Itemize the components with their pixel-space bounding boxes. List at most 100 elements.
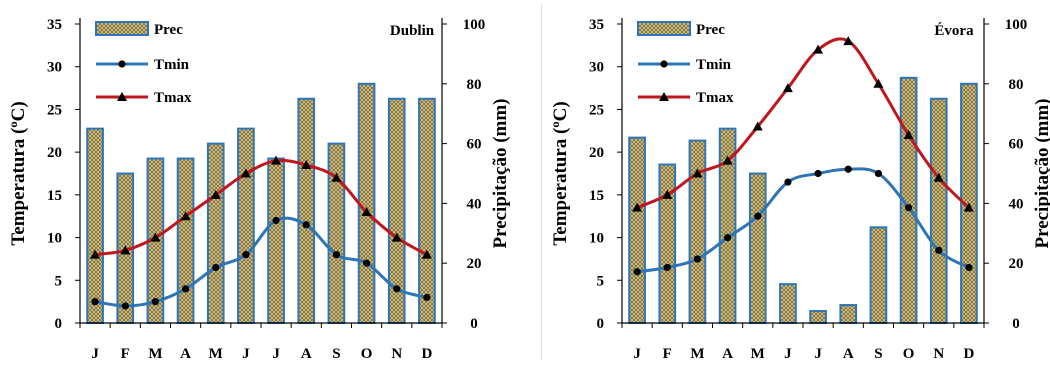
legend-prec-swatch (95, 21, 149, 36)
prec-bar (327, 142, 346, 324)
tmin-point (393, 285, 401, 293)
y-tick-label: 30 (47, 60, 62, 76)
tmin-point (904, 204, 913, 212)
station-title: Dublin (390, 23, 435, 39)
month-label: M (209, 346, 223, 362)
tmax-point (632, 202, 643, 212)
tmin-point (272, 216, 280, 225)
tmin-point (423, 293, 431, 301)
y2-tick-label: 0 (1012, 316, 1020, 332)
y-tick-label: 5 (597, 273, 605, 289)
prec-bar (839, 304, 858, 324)
legend-tmin-label: Tmin (154, 57, 190, 73)
legend-tmax-marker (117, 92, 127, 101)
y2-tick-label: 60 (467, 137, 482, 153)
month-label: F (663, 346, 672, 362)
legend-prec-swatch (637, 21, 691, 36)
month-label: S (874, 346, 882, 362)
month-label: F (121, 346, 130, 362)
y-tick-label: 15 (47, 188, 62, 204)
tmax-point (421, 249, 432, 259)
prec-bar (418, 97, 436, 324)
tmin-point (784, 178, 792, 186)
y2-tick-label: 20 (1009, 256, 1024, 272)
month-label: M (148, 346, 162, 362)
legend-tmin-marker (118, 60, 126, 68)
tmin-point (332, 251, 341, 259)
y-tick-label: 20 (47, 145, 62, 161)
tmin-point (693, 255, 702, 263)
tmax-point (120, 245, 131, 255)
tmax-point (210, 189, 221, 199)
tmax-point (722, 155, 733, 165)
month-label: J (784, 346, 792, 362)
tmin-point (633, 268, 641, 276)
y-tick-label: 25 (47, 102, 62, 118)
tmax-point (843, 36, 854, 46)
y2-tick-label: 0 (470, 316, 478, 332)
month-label: N (933, 346, 944, 362)
month-label: J (272, 346, 280, 362)
tmin-point (302, 221, 310, 229)
prec-bar (297, 97, 316, 324)
prec-bar (206, 142, 225, 324)
tmin-point (663, 263, 671, 272)
legend-tmax-label: Tmax (154, 90, 192, 106)
month-label: A (301, 346, 312, 362)
y-tick-label: 20 (589, 145, 604, 161)
legend-tmin-label: Tmin (696, 57, 732, 73)
month-label: D (421, 346, 432, 362)
prec-bar (86, 127, 104, 324)
tmax-point (903, 130, 914, 140)
y2-tick-label: 80 (1009, 77, 1024, 93)
tmax-line (94, 158, 428, 257)
tmin-point (754, 212, 762, 220)
legend-tmin-marker (660, 60, 668, 68)
month-label: D (963, 346, 974, 362)
month-label: O (361, 346, 373, 362)
chart-evora: 0 5 10 15 20 25 30 35 0 20 40 60 80 100 J F M A M J J A S O N D Te… (550, 17, 1050, 362)
tmax-point (752, 121, 763, 131)
panel-divider (541, 4, 542, 360)
y-tick-label: 0 (597, 316, 605, 332)
legend-tmax-label: Tmax (696, 90, 734, 106)
tmax-point (873, 78, 884, 88)
y-tick-label: 0 (55, 316, 63, 332)
prec-bar (869, 226, 888, 325)
tmax-point (271, 155, 282, 165)
y-tick-label: 15 (589, 188, 604, 204)
month-label: A (180, 346, 191, 362)
y-tick-label: 10 (47, 231, 62, 247)
tmax-point (150, 232, 161, 242)
y2-tick-label: 100 (463, 17, 486, 33)
tmin-point (965, 263, 973, 272)
y-tick-label: 35 (589, 17, 604, 33)
tmax-point (933, 172, 944, 182)
prec-bar (929, 97, 948, 324)
tmax-point (90, 249, 101, 259)
legend: Prec Tmin Tmax (95, 21, 192, 106)
y2-tick-label: 40 (467, 196, 482, 212)
y2-tick-label: 20 (467, 256, 482, 272)
y-tick-label: 10 (589, 231, 604, 247)
tmax-point (301, 159, 312, 169)
tmin-point (91, 298, 99, 306)
chart-dublin: 0 5 10 15 20 25 30 35 0 20 40 60 80 100 J F M A M J J A S O N D Te… (8, 17, 511, 362)
tmax-point (662, 189, 673, 199)
y-tick-label: 30 (589, 60, 604, 76)
y2-tick-label: 80 (467, 77, 482, 93)
y-tick-label: 25 (589, 102, 604, 118)
prec-bar (357, 82, 376, 324)
month-label: J (814, 346, 822, 362)
legend: Prec Tmin Tmax (637, 21, 734, 106)
month-label: J (242, 346, 250, 362)
prec-bar (176, 157, 195, 324)
y2-axis-title: Precipitação (mm) (490, 98, 511, 248)
y-axis-title: Temperatura (ºC) (550, 101, 571, 245)
prec-bar (628, 136, 646, 324)
tmin-point (874, 169, 883, 178)
prec-bar (658, 163, 677, 324)
tmin-point (181, 285, 190, 293)
prec-bar (237, 127, 255, 324)
tmax-point (240, 168, 251, 178)
